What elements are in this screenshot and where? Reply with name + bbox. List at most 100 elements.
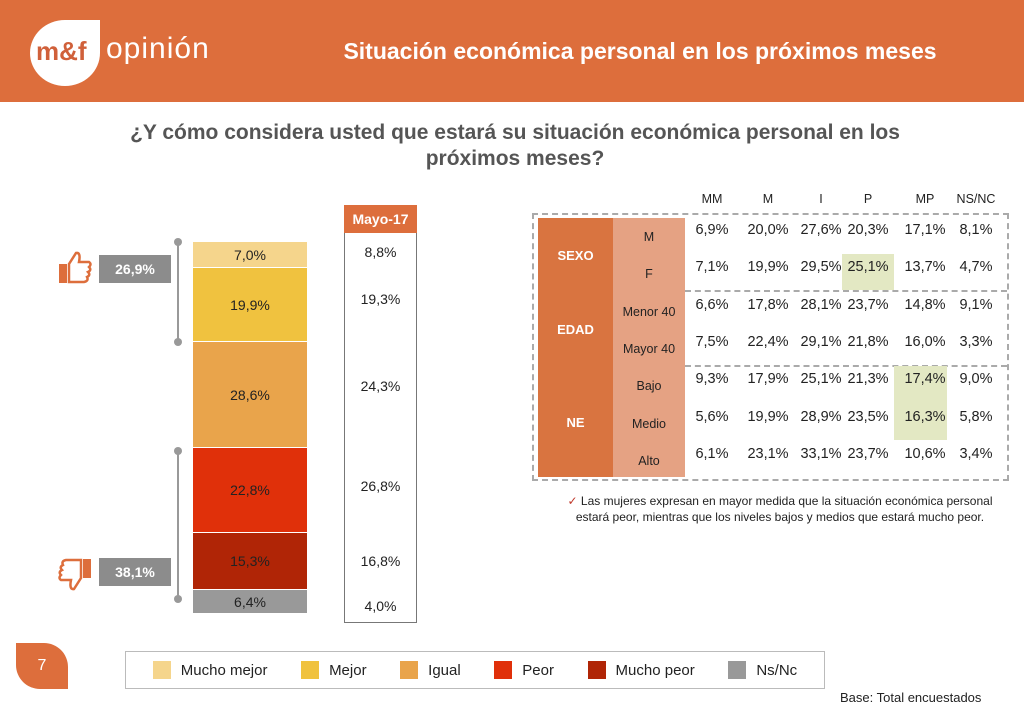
legend-item: Mejor [301, 661, 367, 679]
page-title: Situación económica personal en los próx… [343, 38, 937, 64]
positive-total: 26,9% [99, 255, 171, 283]
logo-drop [30, 20, 100, 86]
row-label: F [645, 267, 653, 282]
table-cell: 13,7% [904, 259, 946, 276]
table-cell: 20,3% [847, 222, 889, 238]
row-label: Mayor 40 [622, 341, 676, 356]
table-cell: 3,4% [959, 445, 993, 462]
table-cell: 25,1% [847, 259, 889, 276]
table-cell: 6,9% [695, 222, 729, 238]
table-cell: 19,9% [747, 259, 789, 276]
comparison-header: Mayo-17 [344, 205, 417, 233]
legend-label: Igual [428, 661, 461, 679]
page-number: 7 [16, 643, 68, 689]
table-cell: 5,6% [695, 408, 729, 425]
table-cell: 16,3% [904, 408, 946, 425]
subgroup-column [613, 218, 685, 477]
row-label: Medio [631, 416, 667, 431]
legend-label: Ns/Nc [756, 661, 798, 679]
base-note: Base: Total encuestados [840, 690, 982, 705]
bracket-negative [177, 451, 179, 599]
row-label: Menor 40 [622, 304, 676, 319]
group-column [538, 218, 613, 477]
table-cell: 21,3% [847, 371, 889, 388]
table-cell: 20,0% [747, 222, 789, 238]
negative-total: 38,1% [99, 558, 171, 586]
comparison-value: 8,8% [364, 244, 397, 260]
legend-swatch [494, 661, 513, 679]
table-cell: 7,1% [695, 259, 729, 276]
note: ✓ Las mujeres expresan en mayor medida q… [560, 493, 1000, 525]
legend-item: Ns/Nc [728, 661, 797, 679]
table-cell: 29,5% [800, 259, 842, 276]
table-cell: 4,7% [959, 259, 993, 276]
bracket-dot [174, 238, 182, 246]
check-icon: ✓ [567, 494, 578, 508]
legend-label: Mejor [329, 661, 367, 679]
note-text: Las mujeres expresan en mayor medida que… [575, 494, 993, 524]
header-bar [0, 0, 1024, 102]
column-header: MM [701, 192, 723, 206]
group-label: NE [566, 415, 585, 430]
table-cell: 28,9% [800, 408, 842, 425]
comparison-value: 4,0% [364, 598, 397, 614]
divider [685, 290, 1007, 292]
legend-swatch [587, 661, 606, 679]
table-cell: 27,6% [800, 222, 842, 238]
table-cell: 5,8% [959, 408, 993, 425]
highlight-cell [842, 254, 894, 290]
table-cell: 6,6% [695, 296, 729, 313]
bar-segment: 6,4% [193, 590, 307, 614]
legend-item: Mucho mejor [152, 661, 268, 679]
table-cell: 3,3% [959, 333, 993, 350]
table-cell: 29,1% [800, 333, 842, 350]
bar-segment: 15,3% [193, 533, 307, 591]
legend-swatch [728, 661, 747, 679]
bracket-dot [174, 447, 182, 455]
comparison-value: 16,8% [360, 553, 401, 569]
bracket-dot [174, 338, 182, 346]
row-label: Bajo [636, 379, 662, 394]
table-cell: 28,1% [800, 296, 842, 313]
table-cell: 8,1% [959, 222, 993, 238]
comparison-value: 24,3% [360, 378, 401, 394]
column-header: P [863, 192, 873, 206]
legend-item: Peor [494, 661, 554, 679]
legend-swatch [301, 661, 320, 679]
bracket-positive [177, 242, 179, 342]
table-cell: 19,9% [747, 408, 789, 425]
column-header: MP [915, 192, 935, 206]
bar-segment: 7,0% [193, 242, 307, 269]
column-header: M [762, 192, 774, 206]
table-cell: 14,8% [904, 296, 946, 313]
table-cell: 23,5% [847, 408, 889, 425]
table-cell: 16,0% [904, 333, 946, 350]
table-cell: 23,7% [847, 445, 889, 462]
table-cell: 17,4% [904, 371, 946, 388]
legend: Mucho mejor Mejor Igual Peor Mucho peor Ns/Nc [125, 651, 825, 689]
legend-item: Igual [400, 661, 461, 679]
column-header: I [819, 192, 823, 206]
group-label: SEXO [557, 248, 594, 263]
table-cell: 6,1% [695, 445, 729, 462]
comparison-value: 19,3% [360, 291, 401, 307]
table-cell: 7,5% [695, 333, 729, 350]
table-cell: 23,1% [747, 445, 789, 462]
divider [685, 365, 1007, 367]
legend-label: Peor [522, 661, 554, 679]
table-cell: 9,3% [695, 371, 729, 388]
table-cell: 9,0% [959, 371, 993, 388]
crosstab-table [532, 213, 1009, 481]
bar-segment: 22,8% [193, 448, 307, 534]
legend-swatch [152, 661, 171, 679]
row-label: Alto [638, 453, 660, 468]
legend-label: Mucho mejor [180, 661, 268, 679]
table-cell: 21,8% [847, 333, 889, 350]
highlight-cell [894, 366, 947, 440]
table-cell: 9,1% [959, 296, 993, 313]
legend-label: Mucho peor [615, 661, 695, 679]
comparison-value: 26,8% [360, 478, 401, 494]
bar-segment: 28,6% [193, 342, 307, 449]
column-header: NS/NC [956, 192, 996, 206]
thumbs-down-icon [58, 558, 91, 591]
